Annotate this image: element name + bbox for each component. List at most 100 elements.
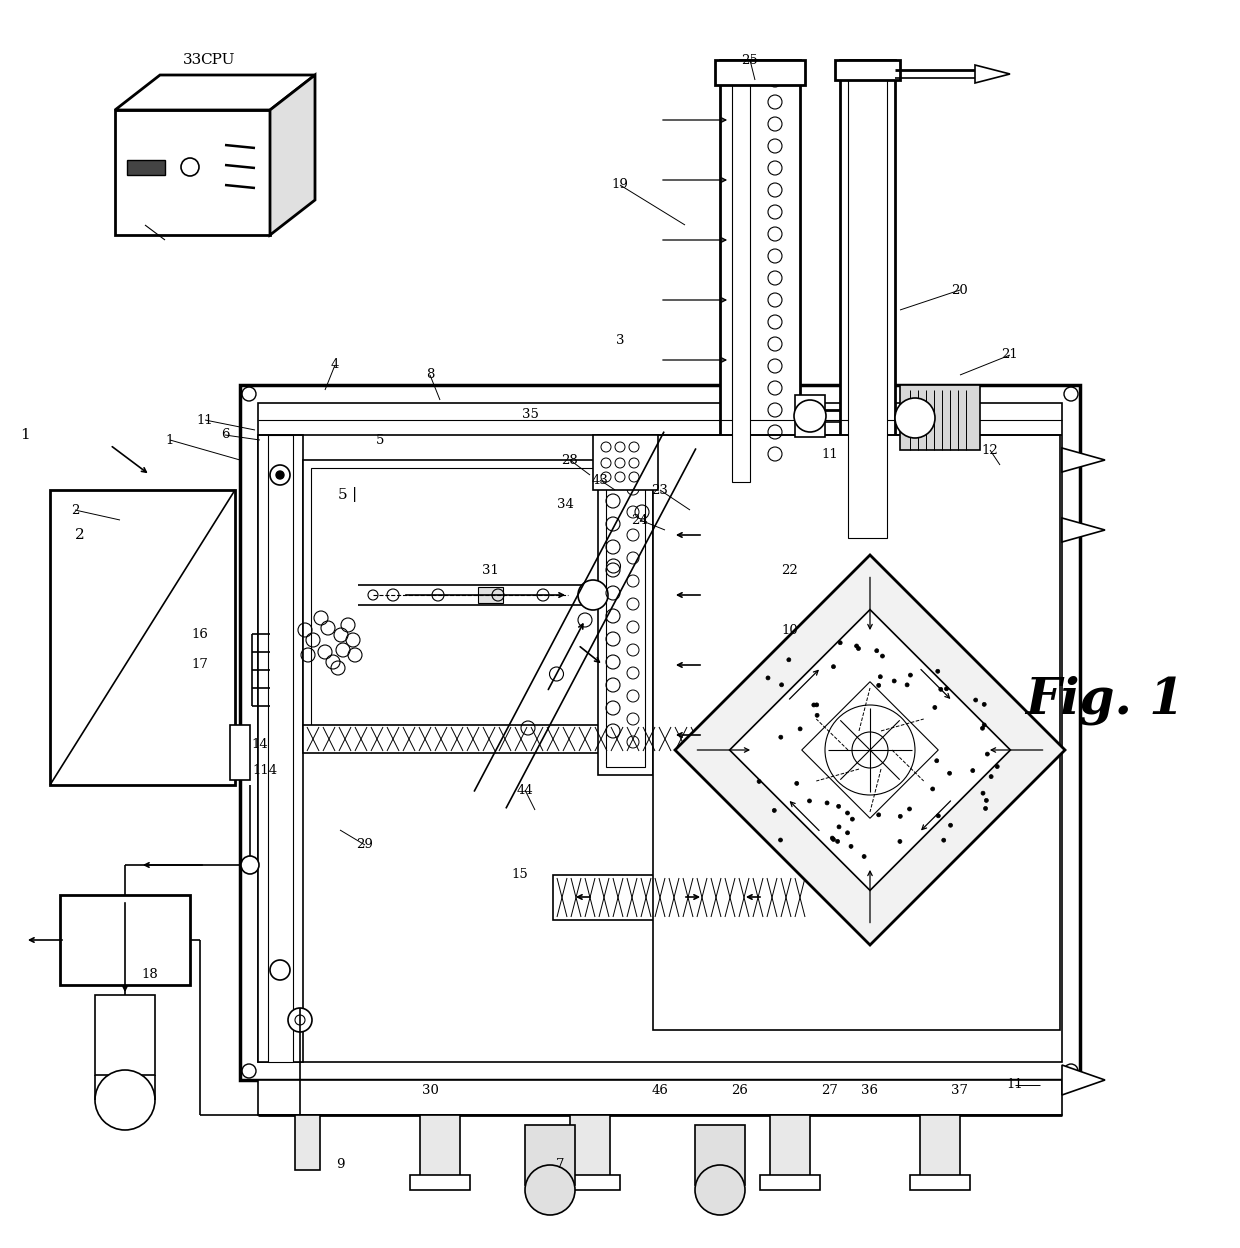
Text: 37: 37 <box>951 1083 968 1097</box>
Circle shape <box>825 705 915 795</box>
Circle shape <box>949 824 952 827</box>
Polygon shape <box>802 681 939 819</box>
Circle shape <box>893 679 897 683</box>
Circle shape <box>825 801 830 805</box>
Text: 1: 1 <box>20 428 30 442</box>
Circle shape <box>838 640 842 645</box>
Circle shape <box>815 703 818 706</box>
Circle shape <box>877 684 880 688</box>
Text: 43: 43 <box>591 473 609 487</box>
Polygon shape <box>270 75 315 235</box>
Bar <box>848 67 887 538</box>
Text: 114: 114 <box>253 764 278 776</box>
Circle shape <box>990 775 993 779</box>
Text: 35: 35 <box>522 408 538 422</box>
Polygon shape <box>975 65 1011 84</box>
Bar <box>553 875 813 920</box>
Bar <box>420 1114 460 1181</box>
Circle shape <box>936 814 940 817</box>
Circle shape <box>849 845 853 849</box>
Text: 46: 46 <box>651 1083 668 1097</box>
Circle shape <box>852 733 888 768</box>
Text: 19: 19 <box>611 178 629 191</box>
Circle shape <box>766 676 770 680</box>
Circle shape <box>837 825 841 829</box>
Bar <box>229 725 250 780</box>
Circle shape <box>779 837 782 842</box>
Text: 1: 1 <box>166 433 174 447</box>
Bar <box>258 436 303 1062</box>
Bar <box>715 60 805 85</box>
Bar <box>835 60 900 80</box>
Bar <box>598 436 653 775</box>
Bar <box>258 403 1061 1062</box>
Circle shape <box>909 673 913 678</box>
Circle shape <box>983 806 987 810</box>
Circle shape <box>939 688 942 691</box>
Circle shape <box>831 836 835 840</box>
Bar <box>525 1124 575 1186</box>
Circle shape <box>270 960 290 980</box>
Bar <box>720 60 800 490</box>
Circle shape <box>95 1070 155 1129</box>
Circle shape <box>837 804 841 809</box>
Circle shape <box>846 831 849 835</box>
Bar <box>258 1080 1061 1114</box>
Circle shape <box>945 686 949 691</box>
Text: 2: 2 <box>76 528 84 542</box>
Bar <box>795 396 825 437</box>
Circle shape <box>981 726 985 730</box>
Circle shape <box>694 1164 745 1216</box>
Bar <box>60 895 190 985</box>
Circle shape <box>996 765 999 769</box>
Circle shape <box>981 791 985 795</box>
Bar <box>410 1176 470 1191</box>
Circle shape <box>935 759 939 763</box>
Text: 10: 10 <box>781 624 799 636</box>
Circle shape <box>799 726 802 731</box>
Circle shape <box>795 781 799 785</box>
Circle shape <box>832 665 836 669</box>
Circle shape <box>973 698 977 703</box>
Circle shape <box>181 158 198 176</box>
Bar <box>920 1114 960 1181</box>
Text: 6: 6 <box>221 428 229 442</box>
Circle shape <box>525 1164 575 1216</box>
Circle shape <box>982 723 986 726</box>
Text: 11: 11 <box>1007 1078 1023 1092</box>
Bar <box>295 1114 320 1171</box>
Text: 5: 5 <box>339 488 347 502</box>
Circle shape <box>931 787 935 791</box>
Text: 16: 16 <box>191 629 208 641</box>
Bar <box>653 436 1060 1030</box>
Bar <box>910 1176 970 1191</box>
Polygon shape <box>675 555 1065 945</box>
Polygon shape <box>115 75 315 110</box>
Circle shape <box>846 811 849 815</box>
Text: 12: 12 <box>982 443 998 457</box>
Text: 24: 24 <box>631 513 649 527</box>
Text: CPU: CPU <box>200 52 234 67</box>
Circle shape <box>241 856 259 874</box>
Circle shape <box>277 470 284 479</box>
Text: 8: 8 <box>425 368 434 382</box>
Circle shape <box>779 735 782 739</box>
Bar <box>115 110 270 235</box>
Polygon shape <box>729 609 1011 890</box>
Circle shape <box>941 839 946 842</box>
Circle shape <box>874 649 879 653</box>
Circle shape <box>854 644 858 648</box>
Bar <box>241 384 1080 1080</box>
Polygon shape <box>1061 1065 1105 1094</box>
Circle shape <box>787 658 791 661</box>
Circle shape <box>794 401 826 432</box>
Circle shape <box>857 646 861 650</box>
Circle shape <box>862 855 866 859</box>
Circle shape <box>288 1008 312 1032</box>
Text: 11: 11 <box>197 413 213 427</box>
Text: 18: 18 <box>141 968 159 981</box>
Bar <box>593 436 658 490</box>
Text: 23: 23 <box>651 483 668 497</box>
Text: 26: 26 <box>732 1083 749 1097</box>
Circle shape <box>905 683 909 686</box>
